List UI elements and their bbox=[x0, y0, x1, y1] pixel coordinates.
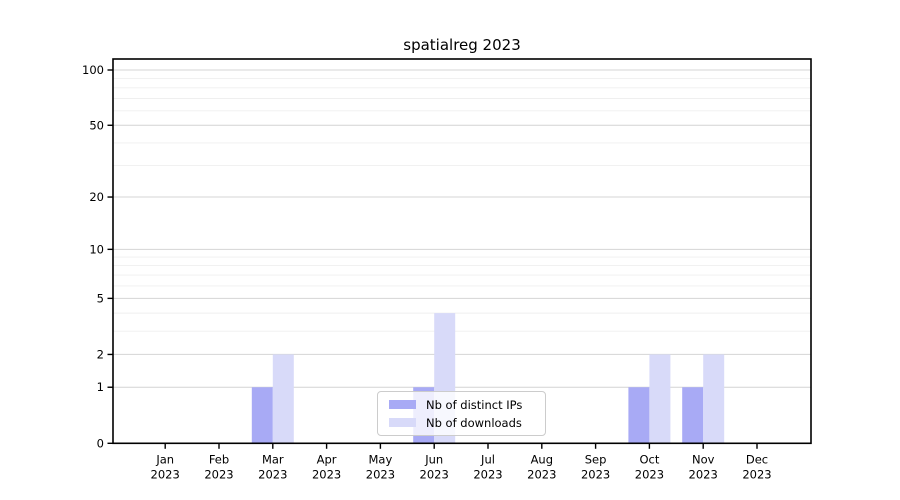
x-tick-label-month: Jan bbox=[155, 452, 174, 466]
y-tick-label: 20 bbox=[89, 190, 104, 204]
x-tick-label-month: Sep bbox=[585, 452, 607, 466]
y-tick-label: 5 bbox=[97, 291, 104, 305]
x-tick-label-month: May bbox=[369, 452, 393, 466]
x-tick-label-month: Nov bbox=[692, 452, 715, 466]
legend: Nb of distinct IPs Nb of downloads bbox=[377, 391, 546, 436]
bar-downloads-mar-2023 bbox=[272, 354, 294, 444]
y-tick-label: 1 bbox=[97, 380, 104, 394]
x-tick-label-month: Feb bbox=[209, 452, 229, 466]
plot-border bbox=[112, 58, 812, 445]
legend-label-distinct-ips: Nb of distinct IPs bbox=[426, 397, 523, 412]
legend-label-downloads: Nb of downloads bbox=[426, 415, 522, 430]
x-tick-label-year: 2023 bbox=[581, 467, 610, 481]
x-tick-label-year: 2023 bbox=[258, 467, 287, 481]
x-tick-label-year: 2023 bbox=[742, 467, 771, 481]
x-tick-label-month: Jul bbox=[480, 452, 495, 466]
y-tick-label: 10 bbox=[89, 242, 104, 256]
x-tick-label-year: 2023 bbox=[473, 467, 502, 481]
x-tick-label-year: 2023 bbox=[151, 467, 180, 481]
bar-distinct-ips-nov-2023 bbox=[682, 387, 704, 444]
y-tick-label: 50 bbox=[89, 118, 104, 132]
x-tick-label-year: 2023 bbox=[420, 467, 449, 481]
x-tick-label-year: 2023 bbox=[689, 467, 718, 481]
x-tick-label-month: Aug bbox=[531, 452, 553, 466]
x-tick-label-year: 2023 bbox=[204, 467, 233, 481]
bar-downloads-oct-2023 bbox=[649, 354, 671, 444]
x-tick-label-month: Mar bbox=[262, 452, 284, 466]
legend-swatch-distinct-ips bbox=[389, 400, 416, 409]
legend-swatch-downloads bbox=[389, 418, 416, 427]
x-tick-label-month: Oct bbox=[639, 452, 659, 466]
x-tick-label-month: Apr bbox=[317, 452, 337, 466]
y-tick-label: 0 bbox=[97, 436, 104, 450]
legend-item-downloads: Nb of downloads bbox=[389, 415, 535, 430]
legend-item-distinct-ips: Nb of distinct IPs bbox=[389, 397, 535, 412]
bar-distinct-ips-mar-2023 bbox=[251, 387, 273, 444]
x-tick-label-year: 2023 bbox=[527, 467, 556, 481]
x-tick-label-month: Jun bbox=[424, 452, 443, 466]
y-tick-label: 100 bbox=[82, 63, 104, 77]
chart-title: spatialreg 2023 bbox=[403, 36, 521, 54]
x-tick-label-year: 2023 bbox=[312, 467, 341, 481]
x-tick-label-month: Dec bbox=[746, 452, 768, 466]
y-tick-label: 2 bbox=[97, 347, 104, 361]
x-tick-label-year: 2023 bbox=[635, 467, 664, 481]
bar-distinct-ips-oct-2023 bbox=[628, 387, 650, 444]
x-tick-label-year: 2023 bbox=[366, 467, 395, 481]
bar-downloads-nov-2023 bbox=[703, 354, 725, 444]
